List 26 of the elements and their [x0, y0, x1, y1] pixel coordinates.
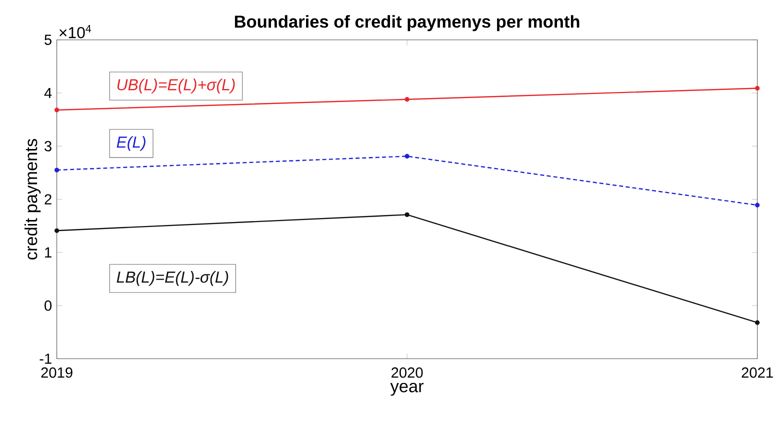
y-axis-title: credit payments	[24, 138, 41, 260]
series-label: E(L)	[116, 136, 146, 151]
point	[404, 154, 410, 158]
y-tick-label: 1	[45, 247, 52, 258]
point	[404, 96, 410, 102]
y-tick-label: 4	[44, 88, 52, 98]
x-tick-label: 2021	[742, 367, 773, 378]
point	[54, 228, 60, 233]
x-axis-title: year	[390, 382, 424, 396]
y-tick-label: -1	[40, 353, 52, 364]
y-tick-label: 5	[44, 34, 52, 45]
y-tick-label: 0	[44, 300, 52, 311]
text: LB(L)=E(L)-σ(L)	[116, 270, 228, 286]
chart-title: Boundaries of credit paymenys per month	[234, 14, 580, 31]
point	[54, 107, 60, 112]
point	[404, 212, 410, 217]
point	[754, 202, 760, 208]
text: ×10$^{4}$	[60, 24, 92, 38]
point	[754, 86, 760, 90]
x-tick-label: 2020	[392, 367, 423, 378]
point	[754, 320, 760, 325]
series-label: UB(L)=E(L)+σ(L)	[117, 78, 235, 94]
x-tick-label: 2019	[41, 367, 72, 378]
y-tick-label: 2	[44, 194, 52, 204]
point	[54, 167, 60, 172]
y-tick-label: 3	[44, 140, 52, 152]
